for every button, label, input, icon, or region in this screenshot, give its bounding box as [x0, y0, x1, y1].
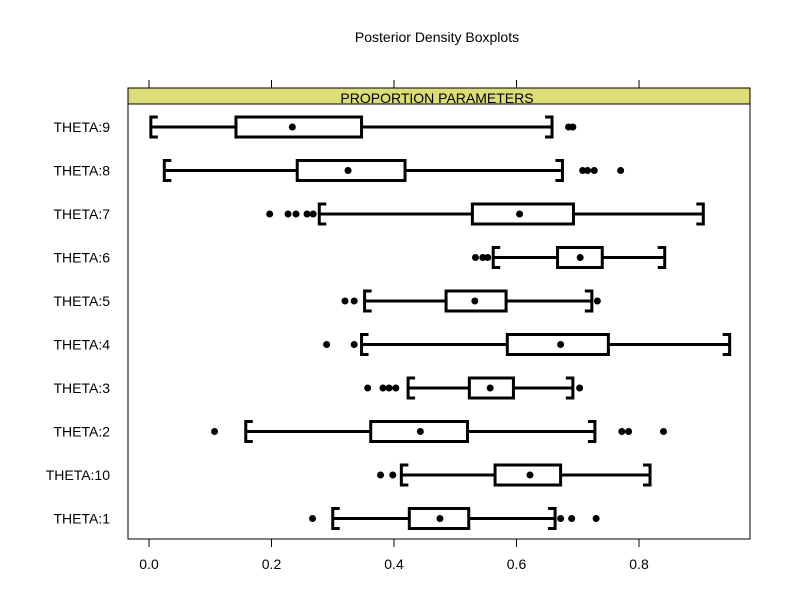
- outlier-point: [625, 428, 633, 435]
- outlier-point: [576, 384, 584, 392]
- boxplot-row: THETA:9: [53, 115, 577, 139]
- outlier-point: [660, 428, 667, 435]
- x-tick-label: 0.4: [384, 556, 404, 572]
- boxplot-row: THETA:5: [53, 289, 601, 313]
- lower-cap: [149, 115, 158, 139]
- boxplot-row: THETA:7: [53, 202, 705, 226]
- row-label: THETA:8: [53, 163, 110, 179]
- median-dot: [416, 428, 424, 435]
- median-dot: [576, 254, 584, 261]
- x-tick-label: 0.6: [507, 556, 527, 572]
- lower-cap: [399, 463, 409, 487]
- lower-cap: [244, 420, 253, 443]
- boxplot-row: THETA:8: [53, 159, 625, 182]
- outlier-point: [617, 167, 625, 174]
- boxplot-row: THETA:4: [53, 333, 732, 356]
- outlier-point: [292, 210, 300, 218]
- upper-cap: [587, 420, 597, 443]
- row-label: THETA:6: [53, 250, 110, 266]
- median-dot: [288, 123, 296, 131]
- chart-title: Posterior Density Boxplots: [355, 29, 519, 45]
- row-label: THETA:9: [53, 119, 110, 135]
- outlier-point: [471, 254, 479, 261]
- outlier-point: [364, 384, 372, 392]
- upper-cap: [555, 159, 564, 182]
- median-dot: [516, 210, 524, 218]
- outlier-point: [569, 123, 577, 131]
- outlier-point: [568, 515, 576, 522]
- upper-cap: [657, 246, 667, 269]
- iqr-box: [234, 115, 364, 139]
- median-dot: [471, 297, 479, 305]
- lower-cap: [491, 246, 501, 269]
- row-label: THETA:2: [53, 424, 110, 440]
- x-axis: 0.0 0.2 0.4 0.6 0.8: [128, 538, 750, 572]
- median-dot: [344, 167, 352, 174]
- outlier-point: [211, 428, 219, 435]
- outlier-point: [379, 384, 387, 392]
- outlier-point: [377, 471, 385, 479]
- strip-label: PROPORTION PARAMETERS: [340, 90, 533, 106]
- outlier-point: [579, 167, 587, 174]
- top-axis-ticks: [148, 80, 640, 88]
- boxplot-row: THETA:2: [53, 420, 667, 443]
- outlier-point: [479, 254, 487, 261]
- lower-cap: [360, 333, 369, 356]
- boxplot-rows: THETA:9 THETA:8 THETA:7 THETA:6 THETA:5 THETA…: [46, 115, 732, 530]
- upper-cap: [584, 289, 594, 313]
- outlier-point: [484, 254, 492, 261]
- upper-cap: [722, 333, 732, 356]
- outlier-point: [266, 210, 274, 218]
- outlier-point: [590, 167, 598, 174]
- upper-cap: [545, 115, 554, 139]
- row-label: THETA:1: [53, 511, 110, 527]
- outlier-point: [309, 515, 317, 522]
- outlier-point: [584, 167, 592, 174]
- upper-cap: [548, 507, 557, 530]
- row-label: THETA:10: [46, 467, 111, 483]
- median-dot: [526, 471, 534, 479]
- outlier-point: [593, 297, 601, 305]
- lower-cap: [331, 507, 340, 530]
- x-tick-label: 0.2: [262, 556, 282, 572]
- boxplot-row: THETA:6: [53, 246, 667, 269]
- median-dot: [557, 341, 565, 348]
- outlier-point: [557, 515, 565, 522]
- upper-cap: [565, 376, 575, 400]
- upper-cap: [696, 202, 705, 226]
- outlier-point: [392, 384, 400, 392]
- boxplot-row: THETA:10: [46, 463, 652, 487]
- outlier-point: [618, 428, 626, 435]
- boxplot-row: THETA:1: [53, 507, 600, 530]
- row-label: THETA:4: [53, 337, 110, 353]
- upper-cap: [643, 463, 652, 487]
- lower-cap: [162, 159, 172, 182]
- lower-cap: [406, 376, 416, 400]
- lower-cap: [317, 202, 327, 226]
- row-label: THETA:3: [53, 380, 110, 396]
- boxplot-row: THETA:3: [53, 376, 584, 400]
- x-tick-label: 0.0: [139, 556, 159, 572]
- median-dot: [486, 384, 494, 392]
- outlier-point: [303, 210, 311, 218]
- outlier-point: [309, 210, 317, 218]
- outlier-point: [284, 210, 292, 218]
- outlier-point: [341, 297, 349, 305]
- outlier-point: [323, 341, 331, 348]
- outlier-point: [350, 341, 358, 348]
- outlier-point: [592, 515, 600, 522]
- outlier-point: [389, 471, 397, 479]
- row-label: THETA:7: [53, 206, 110, 222]
- row-label: THETA:5: [53, 293, 110, 309]
- outlier-point: [385, 384, 393, 392]
- lower-cap: [363, 289, 372, 313]
- x-tick-label: 0.8: [629, 556, 649, 572]
- outlier-point: [350, 297, 358, 305]
- median-dot: [436, 515, 444, 522]
